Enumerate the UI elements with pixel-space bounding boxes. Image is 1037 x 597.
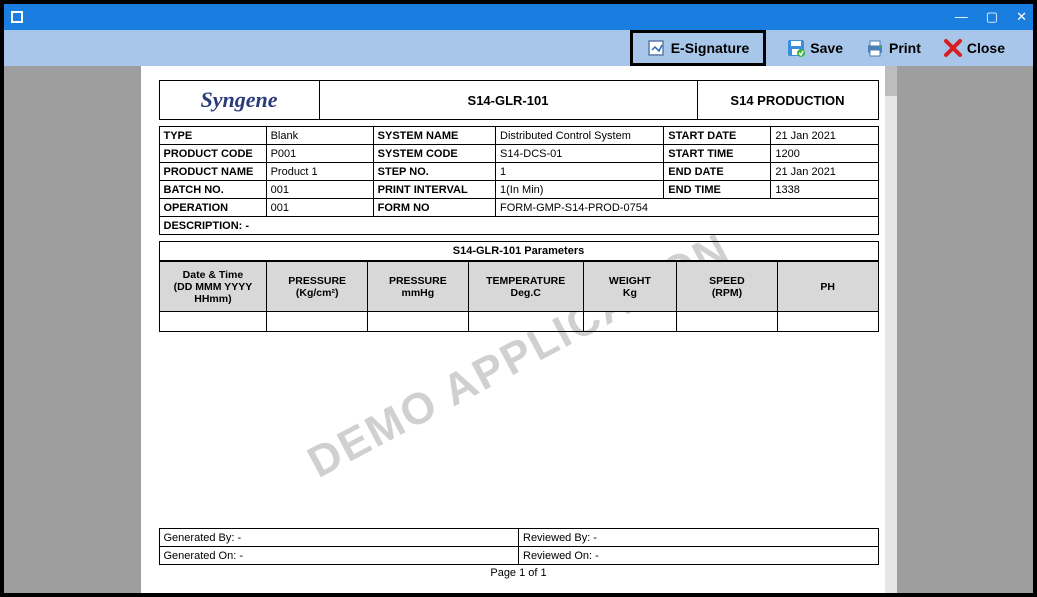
starttime-value: 1200 bbox=[771, 145, 878, 163]
metadata-table: TYPE Blank SYSTEM NAME Distributed Contr… bbox=[159, 126, 879, 235]
col-weight: WEIGHTKg bbox=[583, 262, 676, 312]
startdate-label: START DATE bbox=[664, 127, 771, 145]
printint-value: 1(In Min) bbox=[496, 181, 664, 199]
page-number: Page 1 of 1 bbox=[159, 567, 879, 579]
print-icon bbox=[865, 38, 885, 58]
report-header-row: Syngene S14-GLR-101 S14 PRODUCTION bbox=[159, 80, 879, 120]
table-row bbox=[159, 312, 878, 332]
col-pressure-mmhg: PRESSUREmmHg bbox=[368, 262, 469, 312]
enddate-value: 21 Jan 2021 bbox=[771, 163, 878, 181]
close-label: Close bbox=[967, 40, 1005, 56]
prodname-label: PRODUCT NAME bbox=[159, 163, 266, 181]
operation-label: OPERATION bbox=[159, 199, 266, 217]
document-viewport: DEMO APPLICATION Syngene S14-GLR-101 S14… bbox=[4, 66, 1033, 593]
description-label: DESCRIPTION: - bbox=[159, 217, 878, 235]
print-button[interactable]: Print bbox=[859, 35, 927, 61]
save-label: Save bbox=[810, 40, 843, 56]
stepno-label: STEP NO. bbox=[373, 163, 495, 181]
sysname-value: Distributed Control System bbox=[496, 127, 664, 145]
report-page: DEMO APPLICATION Syngene S14-GLR-101 S14… bbox=[141, 66, 897, 593]
close-icon bbox=[943, 38, 963, 58]
save-button[interactable]: Save bbox=[780, 35, 849, 61]
printint-label: PRINT INTERVAL bbox=[373, 181, 495, 199]
syscode-value: S14-DCS-01 bbox=[496, 145, 664, 163]
operation-value: 001 bbox=[266, 199, 373, 217]
endtime-label: END TIME bbox=[664, 181, 771, 199]
signature-icon bbox=[647, 38, 667, 58]
startdate-value: 21 Jan 2021 bbox=[771, 127, 878, 145]
batch-label: BATCH NO. bbox=[159, 181, 266, 199]
reviewed-on: Reviewed On: - bbox=[519, 547, 879, 565]
prodcode-value: P001 bbox=[266, 145, 373, 163]
col-temperature: TEMPERATUREDeg.C bbox=[468, 262, 583, 312]
syscode-label: SYSTEM CODE bbox=[373, 145, 495, 163]
prodcode-label: PRODUCT CODE bbox=[159, 145, 266, 163]
col-datetime: Date & Time (DD MMM YYYY HHmm) bbox=[159, 262, 267, 312]
esignature-highlight-box: E-Signature bbox=[630, 30, 767, 66]
window-maximize-button[interactable]: ▢ bbox=[986, 9, 998, 25]
esignature-label: E-Signature bbox=[671, 40, 750, 56]
enddate-label: END DATE bbox=[664, 163, 771, 181]
col-pressure-kgcm2: PRESSURE(Kg/cm²) bbox=[267, 262, 368, 312]
window-titlebar: — ▢ ✕ bbox=[4, 4, 1033, 30]
production-area: S14 PRODUCTION bbox=[698, 81, 878, 119]
generated-on: Generated On: - bbox=[159, 547, 519, 565]
save-icon bbox=[786, 38, 806, 58]
esignature-button[interactable]: E-Signature bbox=[641, 35, 756, 61]
col-ph: PH bbox=[777, 262, 878, 312]
close-button[interactable]: Close bbox=[937, 35, 1011, 61]
type-label: TYPE bbox=[159, 127, 266, 145]
sysname-label: SYSTEM NAME bbox=[373, 127, 495, 145]
equipment-id: S14-GLR-101 bbox=[320, 81, 698, 119]
batch-value: 001 bbox=[266, 181, 373, 199]
app-icon bbox=[10, 10, 24, 24]
company-logo-text: Syngene bbox=[160, 81, 320, 119]
formno-value: FORM-GMP-S14-PROD-0754 bbox=[496, 199, 878, 217]
stepno-value: 1 bbox=[496, 163, 664, 181]
endtime-value: 1338 bbox=[771, 181, 878, 199]
col-speed: SPEED(RPM) bbox=[677, 262, 778, 312]
parameters-table: Date & Time (DD MMM YYYY HHmm) PRESSURE(… bbox=[159, 261, 879, 332]
window-minimize-button[interactable]: — bbox=[955, 9, 968, 25]
parameters-title: S14-GLR-101 Parameters bbox=[159, 241, 879, 261]
window-close-button[interactable]: ✕ bbox=[1016, 9, 1027, 25]
signature-table: Generated By: - Reviewed By: - Generated… bbox=[159, 528, 879, 565]
print-label: Print bbox=[889, 40, 921, 56]
formno-label: FORM NO bbox=[373, 199, 495, 217]
reviewed-by: Reviewed By: - bbox=[519, 529, 879, 547]
type-value: Blank bbox=[266, 127, 373, 145]
starttime-label: START TIME bbox=[664, 145, 771, 163]
generated-by: Generated By: - bbox=[159, 529, 519, 547]
toolbar: E-Signature Save Print Close bbox=[4, 30, 1033, 66]
prodname-value: Product 1 bbox=[266, 163, 373, 181]
